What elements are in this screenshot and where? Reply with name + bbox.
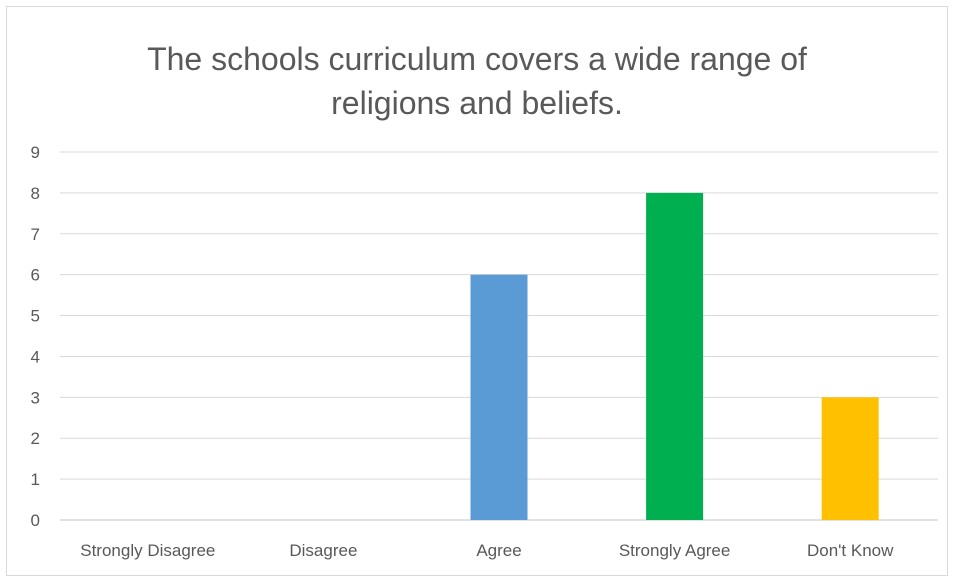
y-tick-label: 2 (31, 429, 40, 448)
y-tick-label: 8 (31, 184, 40, 203)
y-tick-label: 9 (31, 143, 40, 162)
y-tick-label: 3 (31, 388, 40, 407)
y-tick-label: 5 (31, 307, 40, 326)
y-tick-label: 6 (31, 266, 40, 285)
x-category-label: Strongly Disagree (80, 541, 215, 560)
y-axis-ticks: 0 1 2 3 4 5 6 7 8 9 (31, 143, 40, 530)
x-category-label: Agree (476, 541, 521, 560)
x-category-label: Don't Know (807, 541, 894, 560)
x-axis-labels: Strongly Disagree Disagree Agree Strongly A… (80, 541, 894, 560)
bar-don-t-know (821, 397, 879, 520)
chart-title-line-1: The schools curriculum covers a wide ran… (147, 41, 807, 77)
bars (470, 192, 879, 520)
y-tick-label: 1 (31, 470, 40, 489)
y-tick-label: 0 (31, 511, 40, 530)
x-category-label: Disagree (289, 541, 357, 560)
bar-agree (470, 274, 528, 520)
chart-title-line-2: religions and beliefs. (331, 85, 623, 121)
x-category-label: Strongly Agree (619, 541, 731, 560)
chart-title: The schools curriculum covers a wide ran… (7, 37, 947, 125)
y-tick-label: 7 (31, 225, 40, 244)
bar-strongly-agree (646, 192, 704, 520)
y-tick-label: 4 (31, 347, 40, 366)
